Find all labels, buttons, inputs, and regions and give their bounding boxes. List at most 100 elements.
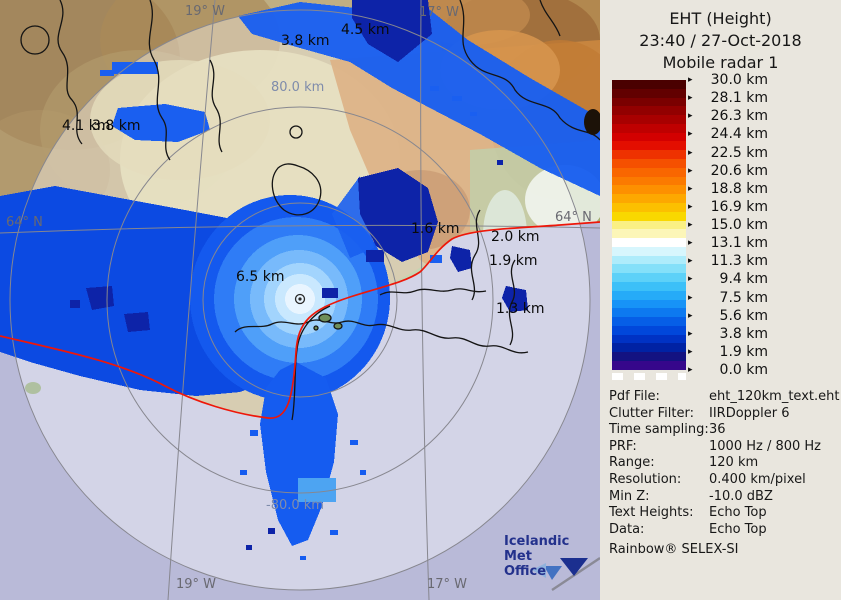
scale-band (612, 123, 686, 133)
scale-band (612, 185, 686, 195)
tick-arrow-icon: ▸ (688, 183, 693, 194)
info-row: Text Heights: Echo Top (609, 505, 835, 522)
scale-band (612, 115, 686, 124)
tick-arrow-icon: ▸ (688, 93, 693, 104)
radar-name: Mobile radar 1 (662, 53, 779, 72)
info-row-label: Clutter Filter: (609, 405, 694, 421)
tick-arrow-icon: ▸ (688, 111, 693, 122)
tick-arrow-icon: ▸ (688, 292, 693, 303)
tick-arrow-icon: ▸ (688, 238, 693, 249)
scale-band (612, 97, 686, 107)
product-name: EHT (Height) (669, 9, 772, 28)
scale-label-text: 28.1 km (710, 90, 768, 107)
tick-arrow-icon: ▸ (688, 75, 693, 85)
info-row-label: Min Z: (609, 488, 650, 504)
meridian-19w (167, 0, 216, 600)
scale-band (612, 255, 686, 265)
scale-label-text: 24.4 km (710, 126, 768, 143)
tick-arrow-icon: ▸ (688, 147, 693, 158)
logo-line1: Icelandic Met (504, 534, 570, 564)
scale-band (612, 308, 686, 318)
scale-end-dashes (612, 373, 686, 380)
scale-label-text: 22.5 km (710, 144, 768, 161)
scale-label-text: 0.0 km (719, 362, 768, 378)
scale-band (612, 299, 686, 309)
scale-label: ▸ 26.3 km (688, 107, 788, 125)
scale-label-text: 13.1 km (710, 235, 768, 252)
software-footer: Rainbow® SELEX-SI (609, 542, 739, 557)
tick-arrow-icon: ▸ (688, 365, 693, 375)
scale-band (612, 343, 686, 353)
scale-label: ▸ 24.4 km (688, 125, 788, 143)
scale-label: ▸ 20.6 km (688, 162, 788, 180)
info-row: Pdf File: eht_120km_text.eht (609, 389, 839, 406)
scale-band (612, 246, 686, 256)
scale-band (612, 281, 686, 291)
scale-band (612, 106, 686, 116)
info-row: Min Z: -10.0 dBZ (609, 489, 835, 506)
side-panel: EHT (Height) 23:40 / 27-Oct-2018 Mobile … (600, 0, 841, 600)
info-row-label: Resolution: (609, 471, 682, 487)
coastal-road (0, 221, 600, 419)
scale-band (612, 88, 686, 98)
scale-band (612, 229, 686, 239)
radar-site-marker (294, 293, 306, 305)
scale-label: ▸ 9.4 km (688, 270, 788, 288)
tick-arrow-icon: ▸ (688, 274, 693, 285)
color-scale-bar (612, 80, 686, 370)
scale-label: ▸ 16.9 km (688, 198, 788, 216)
scale-band (612, 317, 686, 326)
scale-label-text: 18.8 km (710, 180, 768, 197)
scale-band (612, 141, 686, 151)
scale-band (612, 202, 686, 212)
scale-label-text: 9.4 km (719, 271, 768, 288)
scale-band (612, 334, 686, 344)
scale-label-text: 26.3 km (710, 108, 768, 125)
scale-band (612, 211, 686, 221)
info-row-value: Echo Top (709, 505, 767, 521)
tick-arrow-icon: ▸ (688, 256, 693, 267)
scale-label: ▸ 7.5 km (688, 289, 788, 307)
info-row-label: Pdf File: (609, 389, 660, 404)
scale-band (612, 176, 686, 186)
scale-label-text: 1.9 km (719, 343, 768, 360)
info-row: Time sampling: 36 (609, 422, 835, 439)
info-row-label: Text Heights: (609, 505, 694, 521)
scale-label: ▸ 22.5 km (688, 144, 788, 162)
panel-title: EHT (Height) 23:40 / 27-Oct-2018 Mobile … (600, 8, 841, 74)
logo-line2: Office (504, 564, 547, 579)
scale-label-text: 11.3 km (710, 253, 768, 270)
radar-map: 19° W 17° W 64° N 64° N 19° W 17° W 80.0 km -80… (0, 0, 600, 600)
meridian-17w (420, 0, 430, 600)
tick-arrow-icon: ▸ (688, 346, 693, 357)
scale-label: ▸ 18.8 km (688, 180, 788, 198)
scale-label-text: 16.9 km (710, 198, 768, 215)
info-row-label: Data: (609, 521, 645, 537)
met-office-logo: Icelandic Met Office (504, 534, 600, 579)
info-table: Pdf File: eht_120km_text.eht Clutter Filte… (609, 389, 839, 538)
scale-label-text: 20.6 km (710, 162, 768, 179)
info-row-label: Range: (609, 455, 655, 471)
scale-band (612, 238, 686, 247)
scale-label-text: 30.0 km (710, 72, 768, 88)
tick-arrow-icon: ▸ (688, 129, 693, 140)
scale-band (612, 264, 686, 274)
info-row-label: PRF: (609, 438, 637, 454)
scale-band (612, 361, 686, 370)
scale-label-text: 7.5 km (719, 289, 768, 306)
scale-label: ▸ 11.3 km (688, 252, 788, 270)
tick-arrow-icon: ▸ (688, 328, 693, 339)
radar-map-canvas (0, 0, 600, 600)
tick-arrow-icon: ▸ (688, 201, 693, 212)
tick-arrow-icon: ▸ (688, 310, 693, 321)
info-row-value: 120 km (709, 455, 759, 471)
scale-label: ▸ 13.1 km (688, 234, 788, 252)
scale-band (612, 290, 686, 300)
parallel-64n (0, 224, 600, 234)
info-row: PRF: 1000 Hz / 800 Hz (609, 439, 835, 456)
scale-label: ▸ 1.9 km (688, 343, 788, 361)
info-row: Range: 120 km (609, 455, 835, 472)
scale-band (612, 150, 686, 160)
contour-layer (20, 0, 600, 421)
scale-label-text: 5.6 km (719, 307, 768, 324)
